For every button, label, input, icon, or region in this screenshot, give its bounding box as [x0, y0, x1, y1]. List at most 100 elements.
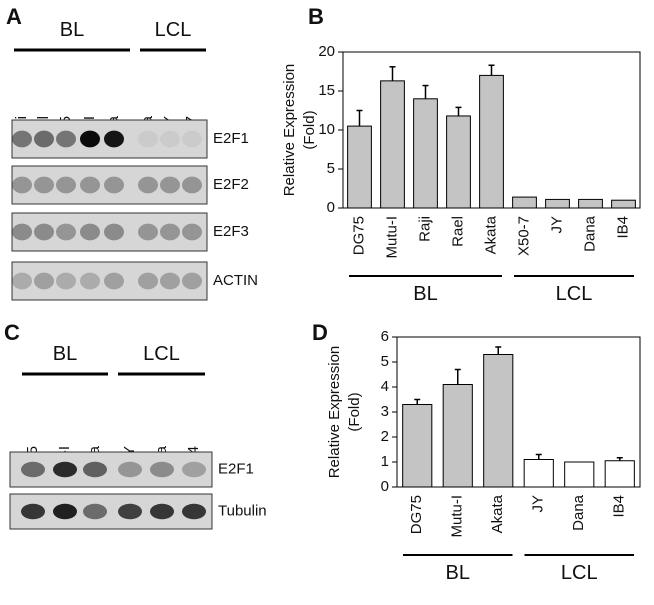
- bar: [604, 460, 635, 488]
- band: [80, 223, 100, 241]
- group-label: LCL: [155, 19, 192, 41]
- x-tick-label: Mutu-I: [383, 216, 400, 259]
- band: [104, 223, 124, 241]
- band: [160, 272, 180, 290]
- band: [12, 272, 32, 290]
- panel-label: D: [312, 320, 328, 345]
- band: [182, 503, 206, 520]
- y-tick-label: 15: [318, 82, 335, 99]
- bar: [347, 125, 372, 209]
- band: [34, 176, 54, 194]
- plot-frame: [342, 51, 641, 209]
- y-axis-label: (Fold): [346, 392, 363, 431]
- band: [182, 272, 202, 290]
- band: [56, 130, 76, 148]
- bar: [545, 198, 570, 209]
- band: [118, 461, 142, 478]
- x-tick-label: DG75: [408, 495, 425, 534]
- band: [56, 176, 76, 194]
- bar: [578, 198, 603, 209]
- bar: [380, 80, 405, 209]
- x-tick-label: Akata: [489, 494, 506, 533]
- x-tick-label: IB4: [611, 495, 628, 518]
- band: [80, 176, 100, 194]
- bar: [483, 354, 514, 488]
- panel-label: B: [308, 4, 324, 29]
- x-tick-label: JY: [548, 216, 565, 234]
- bar: [523, 459, 554, 488]
- y-tick-label: 1: [381, 453, 389, 470]
- panel-label: A: [6, 4, 22, 29]
- band: [150, 461, 174, 478]
- group-label: BL: [60, 19, 84, 41]
- band: [83, 461, 107, 478]
- y-tick-label: 20: [318, 43, 335, 60]
- blot: [11, 261, 208, 301]
- x-tick-label: JY: [530, 495, 547, 513]
- bar: [442, 384, 473, 488]
- band: [34, 130, 54, 148]
- band: [160, 176, 180, 194]
- x-tick-label: IB4: [614, 216, 631, 239]
- band: [182, 176, 202, 194]
- blot-label: E2F1: [218, 460, 254, 477]
- y-tick-label: 5: [327, 160, 335, 177]
- band: [12, 223, 32, 241]
- bar: [402, 404, 433, 488]
- y-tick-label: 0: [381, 478, 389, 495]
- bar: [446, 115, 471, 209]
- blot-label: E2F3: [213, 223, 249, 240]
- group-label: LCL: [143, 343, 180, 365]
- band: [138, 130, 158, 148]
- x-tick-label: Akata: [482, 215, 499, 254]
- band: [56, 272, 76, 290]
- band: [21, 461, 45, 478]
- band: [83, 503, 107, 520]
- blot-label: Tubulin: [218, 502, 267, 519]
- bar: [479, 74, 504, 209]
- band: [160, 223, 180, 241]
- band: [138, 176, 158, 194]
- blot: [11, 212, 208, 252]
- y-axis-label: Relative Expression: [326, 346, 343, 479]
- group-label: BL: [446, 562, 470, 584]
- y-tick-label: 6: [381, 328, 389, 345]
- bar: [512, 196, 537, 209]
- band: [80, 130, 100, 148]
- group-label: BL: [53, 343, 77, 365]
- blot: [11, 165, 208, 205]
- bar: [611, 199, 636, 209]
- x-tick-label: Dana: [581, 215, 598, 252]
- x-tick-label: Rael: [449, 216, 466, 247]
- y-tick-label: 10: [318, 121, 335, 138]
- band: [104, 130, 124, 148]
- blot-label: ACTIN: [213, 272, 258, 289]
- band: [160, 130, 180, 148]
- band: [104, 272, 124, 290]
- band: [12, 176, 32, 194]
- y-tick-label: 4: [381, 378, 389, 395]
- blot-label: E2F1: [213, 130, 249, 147]
- band: [34, 223, 54, 241]
- band: [138, 272, 158, 290]
- band: [80, 272, 100, 290]
- band: [12, 130, 32, 148]
- x-tick-label: DG75: [350, 216, 367, 255]
- band: [53, 461, 77, 478]
- y-tick-label: 2: [381, 428, 389, 445]
- band: [34, 272, 54, 290]
- y-tick-label: 0: [327, 199, 335, 216]
- bar: [413, 98, 438, 209]
- band: [182, 223, 202, 241]
- band: [104, 176, 124, 194]
- blot-label: E2F2: [213, 176, 249, 193]
- band: [56, 223, 76, 241]
- y-tick-label: 5: [381, 353, 389, 370]
- band: [53, 503, 77, 520]
- band: [21, 503, 45, 520]
- band: [182, 130, 202, 148]
- y-axis-label: Relative Expression: [281, 64, 298, 197]
- x-tick-label: X50-7: [515, 216, 532, 256]
- band: [182, 461, 206, 478]
